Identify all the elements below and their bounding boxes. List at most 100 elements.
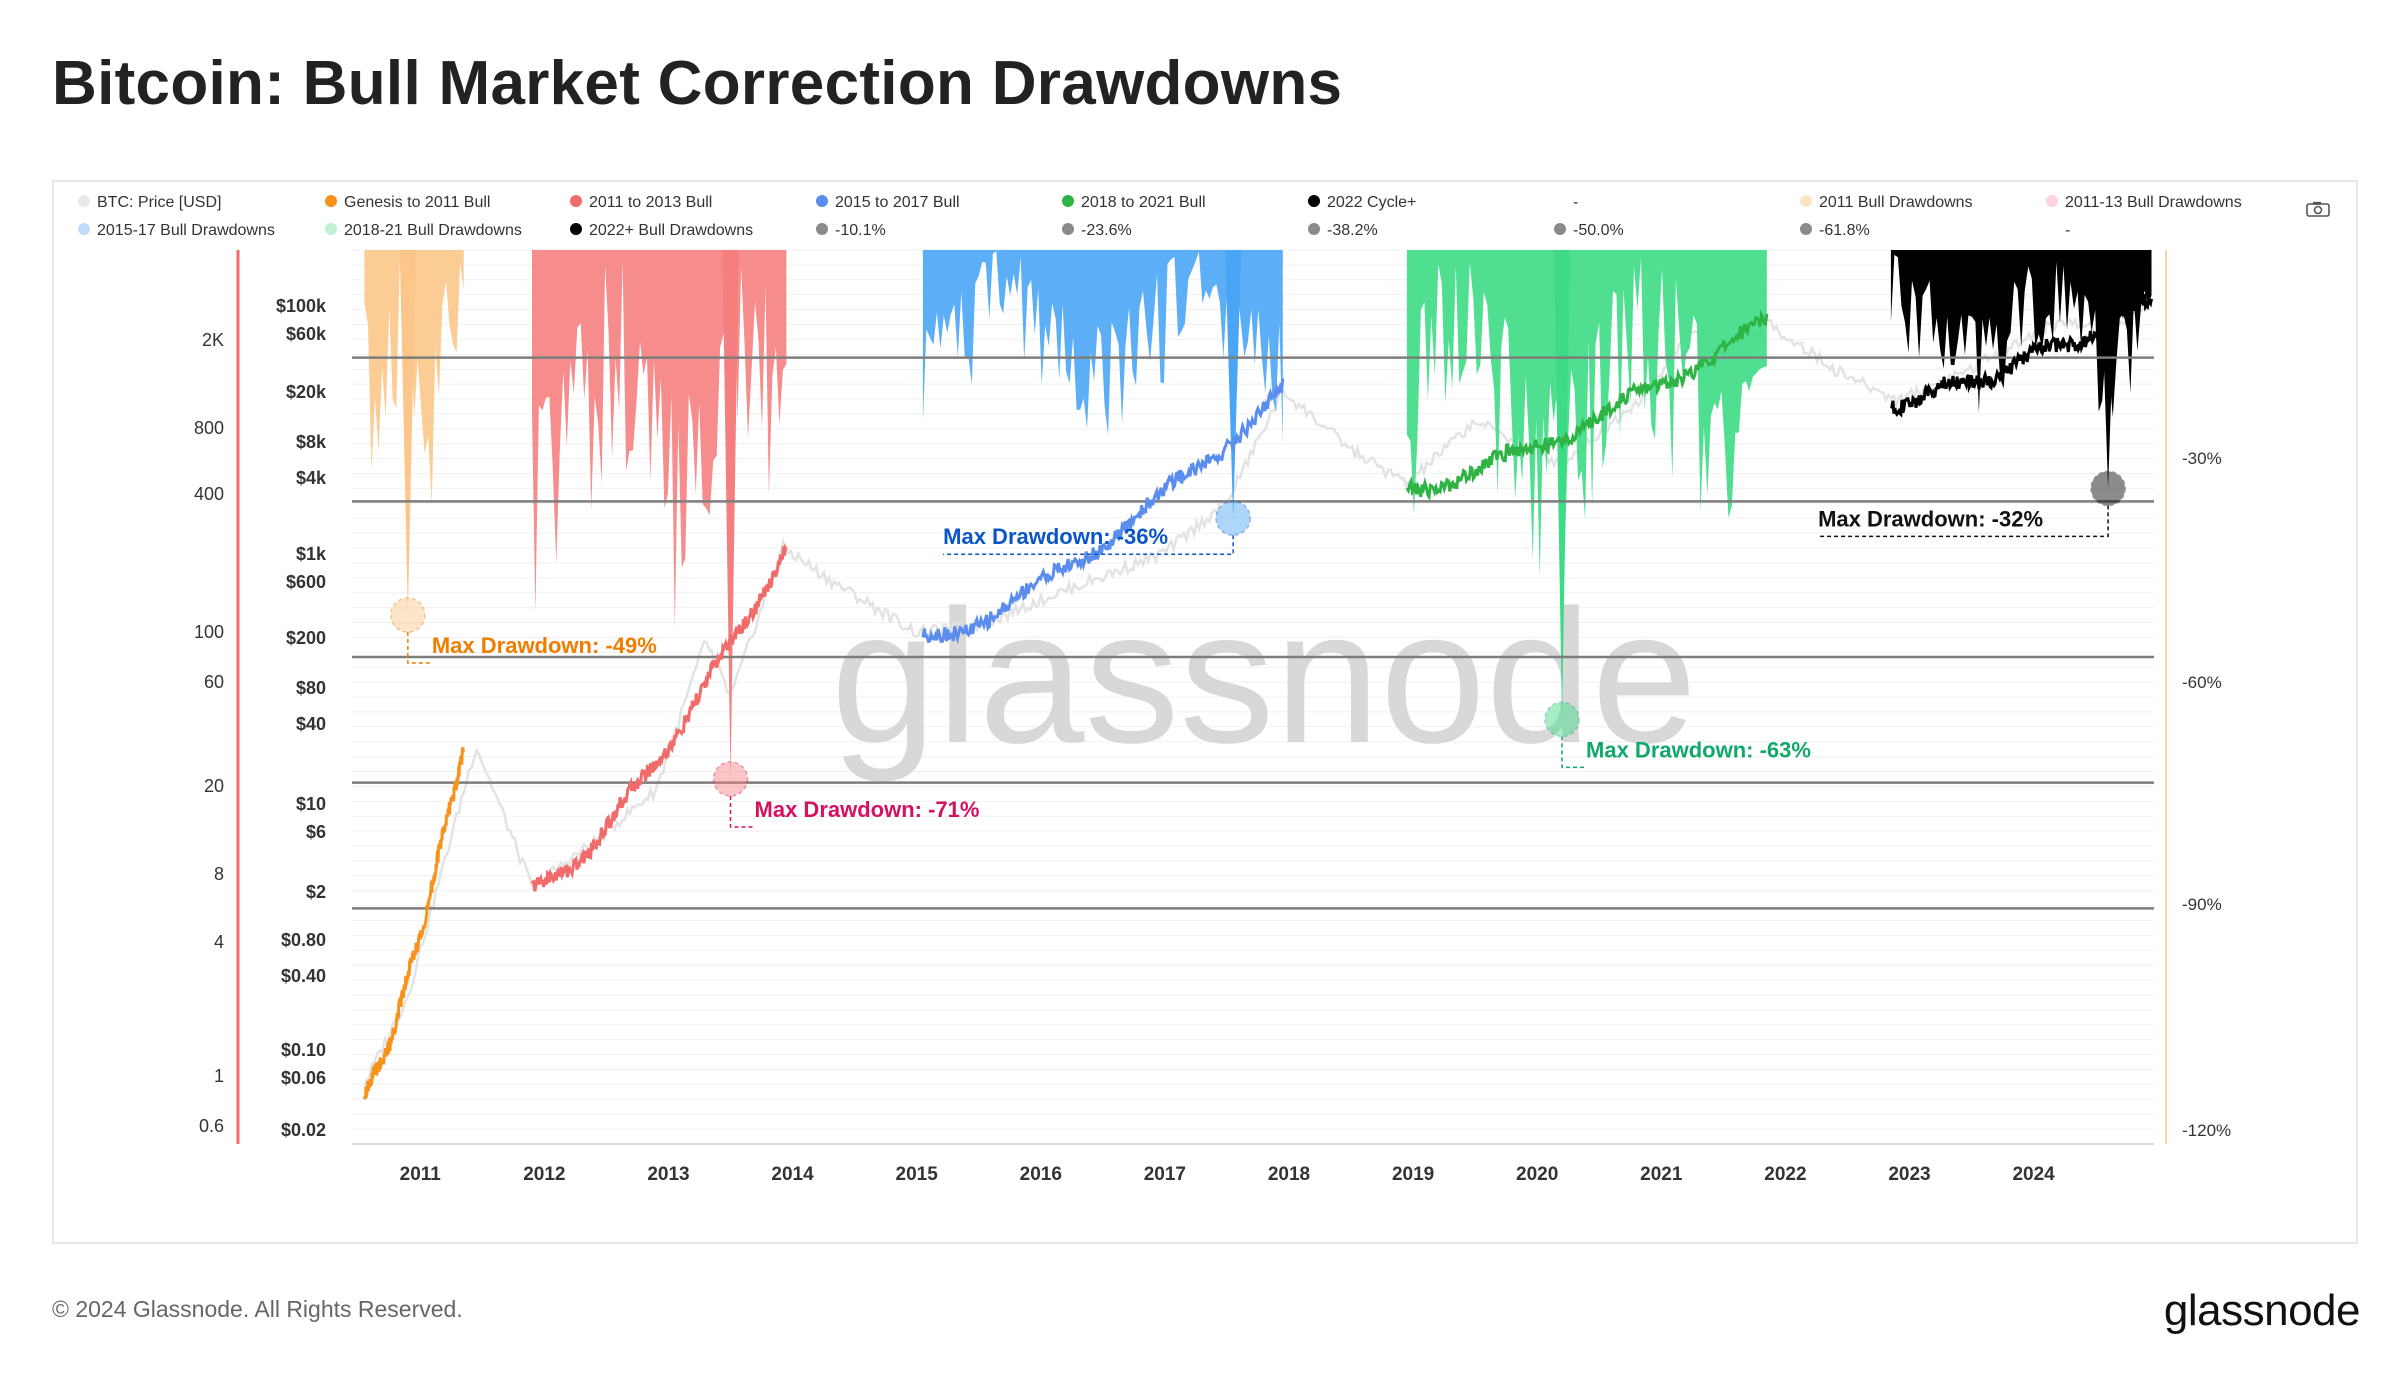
annotation-leader [1818, 505, 2109, 538]
x-tick-label: 2021 [1640, 1164, 1683, 1185]
legend-label: 2011-13 Bull Drawdowns [2065, 194, 2242, 211]
annotation-leader [943, 535, 1234, 555]
max-drawdown-label: Max Drawdown: -49% [432, 633, 657, 658]
series-line [1889, 293, 2153, 418]
legend-swatch [2046, 195, 2058, 207]
series-line [362, 746, 465, 1100]
legend-swatch [1308, 223, 1320, 235]
legend-swatch [570, 223, 582, 235]
y-left-outer-tick: 8 [214, 864, 224, 884]
drawdown-band [364, 250, 464, 506]
legend-label: Genesis to 2011 Bull [344, 194, 490, 211]
x-tick-label: 2022 [1764, 1164, 1806, 1185]
btc-price-line [363, 296, 2153, 1088]
y-left-outer-tick: 400 [194, 484, 224, 504]
x-tick-label: 2019 [1392, 1164, 1434, 1185]
max-drawdown-marker [1215, 500, 1251, 536]
legend-label: 2022 Cycle+ [1327, 194, 1416, 211]
y-right-tick: -120% [2182, 1121, 2231, 1140]
chart-canvas: glassnode Max Drawdown: -49% Max Drawdown:… [78, 194, 2242, 1185]
legend-swatch [570, 195, 582, 207]
y-price-tick: $0.10 [281, 1040, 326, 1060]
max-drawdown-marker [712, 761, 749, 797]
max-drawdown-spike [1225, 250, 1242, 519]
annotation-leader [729, 795, 755, 828]
legend-swatch [78, 223, 90, 235]
chart-panel: glassnode Max Drawdown: -49% Max Drawdown:… [52, 180, 2358, 1244]
x-tick-label: 2011 [400, 1164, 442, 1185]
y-price-tick: $20k [286, 382, 327, 402]
legend-label: 2022+ Bull Drawdowns [589, 222, 753, 239]
brand-logo: glassnode [2163, 1286, 2361, 1335]
y-price-tick: $10 [296, 794, 326, 814]
drawdown-band [922, 250, 1283, 443]
y-left-outer-tick: 4 [214, 932, 224, 952]
y-price-tick: $100k [276, 296, 327, 316]
y-left-outer-tick: 800 [194, 418, 224, 438]
legend-swatch [1554, 223, 1566, 235]
legend-swatch [1800, 195, 1812, 207]
max-drawdown-label: Max Drawdown: -71% [755, 797, 980, 822]
max-drawdown-marker [390, 597, 426, 633]
legend-label: -61.8% [1819, 222, 1870, 239]
annotation-leader [1561, 736, 1587, 769]
max-drawdown-label: Max Drawdown: -32% [1818, 506, 2043, 531]
y-price-tick: $600 [286, 572, 326, 592]
legend-swatch [1062, 223, 1074, 235]
y-price-tick: $0.40 [281, 966, 326, 986]
legend-label: -38.2% [1327, 222, 1378, 239]
x-tick-label: 2015 [896, 1164, 939, 1185]
drawdown-band [1890, 250, 2152, 418]
y-price-tick: $80 [296, 678, 326, 698]
y-left-outer-tick: 20 [204, 776, 224, 796]
legend-label: BTC: Price [USD] [97, 194, 221, 211]
y-price-tick: $2 [306, 882, 326, 902]
legend-swatch [1800, 223, 1812, 235]
y-left-outer-tick: 100 [194, 622, 224, 642]
series-line [1405, 309, 1769, 502]
max-drawdown-label: Max Drawdown: -63% [1586, 737, 1811, 762]
legend-swatch [816, 223, 828, 235]
legend-label: 2011 Bull Drawdowns [1819, 194, 1973, 211]
y-right-tick: -90% [2182, 895, 2222, 914]
legend-label: 2015-17 Bull Drawdowns [97, 222, 275, 239]
max-drawdown-marker [1544, 701, 1580, 738]
max-drawdown-marker [2090, 470, 2126, 507]
series-line [921, 378, 1285, 645]
y-left-outer-tick: 1 [214, 1066, 224, 1086]
drawdown-band [532, 250, 787, 630]
y-price-tick: $0.02 [281, 1120, 326, 1140]
max-drawdown-spike [1554, 250, 1571, 720]
legend-swatch [78, 195, 90, 207]
legend-label: -10.1% [835, 222, 886, 239]
y-price-tick: $60k [286, 324, 327, 344]
copyright-footer: © 2024 Glassnode. All Rights Reserved. [52, 1296, 463, 1322]
drawdown-band [1406, 250, 1767, 578]
legend-swatch [1308, 195, 1320, 207]
max-drawdown-spike [399, 250, 416, 616]
y-price-tick: $8k [296, 432, 327, 452]
legend-swatch [816, 195, 828, 207]
legend-swatch [1062, 195, 1074, 207]
x-tick-label: 2020 [1516, 1164, 1558, 1185]
legend-label: -50.0% [1573, 222, 1624, 239]
max-drawdown-spike [2100, 250, 2117, 489]
x-tick-label: 2023 [1888, 1164, 1930, 1185]
legend-label: 2018-21 Bull Drawdowns [344, 222, 522, 239]
camera-icon[interactable] [2306, 201, 2330, 217]
x-tick-label: 2018 [1268, 1164, 1310, 1185]
y-left-outer-tick: 2K [202, 330, 224, 350]
y-left-outer-tick: 0.6 [199, 1116, 224, 1136]
y-price-tick: $1k [296, 544, 327, 564]
y-price-tick: $0.06 [281, 1068, 326, 1088]
annotation-leader [407, 632, 432, 664]
x-tick-label: 2017 [1144, 1164, 1186, 1185]
page-title: Bitcoin: Bull Market Correction Drawdown… [52, 49, 1343, 118]
y-left-outer-tick: 60 [204, 672, 224, 692]
y-price-tick: $0.80 [281, 930, 326, 950]
legend-label: 2011 to 2013 Bull [589, 194, 712, 211]
series-line [530, 543, 788, 892]
legend-label: -23.6% [1081, 222, 1132, 239]
legend-label: 2015 to 2017 Bull [835, 194, 960, 211]
y-right-tick: -60% [2182, 673, 2222, 692]
